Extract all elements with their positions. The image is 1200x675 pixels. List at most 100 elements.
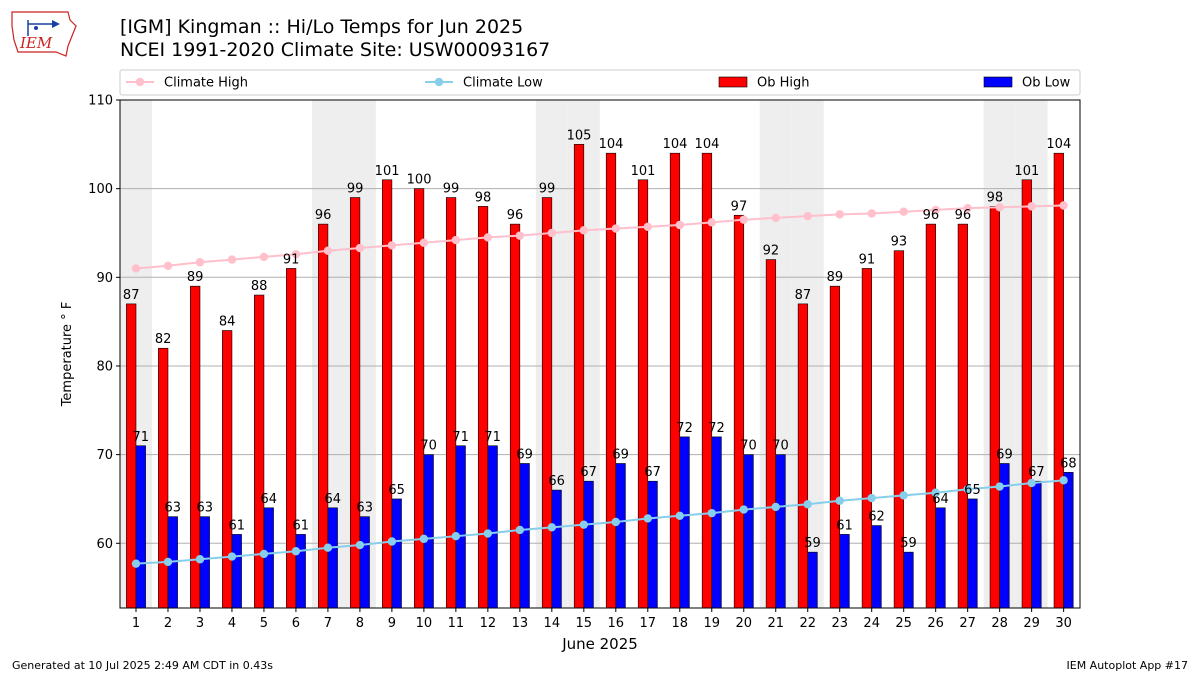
climate-low-point-day-5 — [259, 549, 269, 559]
climate-high-point-day-19 — [707, 218, 716, 227]
ob-high-value-label: 101 — [631, 164, 656, 179]
climate-high-point-day-4 — [227, 255, 237, 264]
ob-low-value-label: 69 — [996, 447, 1013, 462]
climate-low-point-day-9 — [387, 537, 397, 546]
climate-high-point-day-27 — [963, 203, 972, 213]
legend-marker-climate-low — [434, 77, 444, 87]
ob-high-bar-day-22 — [797, 303, 809, 609]
legend: Climate High Climate Low Ob High Ob Low — [119, 69, 1081, 96]
ob-low-bar-day-10 — [423, 454, 434, 609]
ob-high-bar-day-2 — [158, 347, 169, 609]
climate-low-point-day-3 — [195, 555, 205, 564]
y-tick-label: 100 — [88, 182, 113, 197]
y-tick-label: 80 — [96, 359, 113, 374]
ob-high-value-label: 99 — [347, 182, 364, 197]
ob-high-value-label: 96 — [955, 208, 972, 223]
climate-high-point-day-17 — [643, 222, 652, 231]
climate-high-point-day-10 — [419, 238, 429, 247]
climate-low-point-day-27 — [963, 485, 972, 494]
ob-low-bar-day-4 — [231, 534, 242, 609]
ob-high-bar-day-24 — [861, 268, 872, 609]
ob-low-bar-day-13 — [519, 463, 530, 609]
climate-high-point-day-2 — [163, 261, 173, 270]
ob-low-value-label: 65 — [388, 483, 405, 498]
climate-low-point-day-7 — [323, 543, 333, 552]
climate-low-point-day-23 — [835, 496, 844, 505]
climate-high-point-day-9 — [387, 241, 397, 250]
ob-high-value-label: 100 — [407, 173, 432, 188]
climate-high-point-day-20 — [739, 215, 748, 224]
ob-high-bar-day-4 — [222, 330, 233, 609]
ob-high-bar-day-13 — [509, 223, 521, 609]
app-credit: IEM Autoplot App #17 — [1066, 659, 1189, 672]
x-tick-label: 9 — [388, 616, 396, 631]
climate-high-point-day-18 — [675, 220, 684, 230]
climate-low-point-day-22 — [803, 500, 812, 509]
x-tick-label: 13 — [512, 616, 529, 631]
x-tick-label: 18 — [672, 616, 689, 631]
ob-low-bar-day-21 — [775, 454, 786, 609]
ob-low-value-label: 67 — [644, 465, 661, 480]
ob-high-bar-day-30 — [1053, 152, 1064, 609]
chart-subtitle: NCEI 1991-2020 Climate Site: USW00093167 — [120, 39, 551, 61]
ob-low-value-label: 67 — [1028, 465, 1045, 480]
ob-low-bar-day-20 — [743, 454, 754, 609]
legend-label-ob-high: Ob High — [757, 76, 810, 91]
climate-low-point-day-6 — [291, 547, 301, 556]
x-tick-label: 30 — [1055, 616, 1072, 631]
ob-low-value-label: 69 — [516, 447, 533, 462]
ob-low-bar-day-23 — [839, 534, 850, 609]
climate-high-point-day-24 — [867, 209, 876, 218]
y-tick-label: 90 — [96, 271, 113, 286]
climate-high-point-day-21 — [771, 213, 780, 223]
plot-frame — [119, 99, 1081, 609]
ob-high-bar-day-21 — [765, 259, 777, 609]
climate-low-point-day-26 — [931, 488, 940, 497]
climate-high-point-day-7 — [323, 246, 333, 255]
climate-low-point-day-14 — [547, 523, 557, 532]
ob-low-value-label: 62 — [868, 510, 885, 525]
x-tick-label: 4 — [228, 616, 236, 631]
ob-high-value-label: 101 — [1014, 164, 1039, 179]
ob-low-value-label: 61 — [292, 518, 309, 533]
x-tick-label: 6 — [292, 616, 300, 631]
ob-high-value-label: 87 — [795, 288, 812, 303]
climate-low-point-day-15 — [579, 520, 589, 529]
x-axis-label: June 2025 — [561, 635, 638, 653]
ob-high-value-label: 98 — [475, 190, 492, 205]
ob-high-bar-day-11 — [445, 197, 457, 609]
climate-high-point-day-3 — [195, 258, 205, 267]
ob-high-bar-day-29 — [1021, 179, 1032, 609]
climate-high-point-day-6 — [291, 250, 301, 259]
climate-high-point-day-25 — [899, 207, 908, 216]
ob-high-bar-day-5 — [254, 294, 265, 609]
climate-high-point-day-1 — [131, 264, 141, 273]
ob-low-value-label: 59 — [900, 536, 917, 551]
ob-high-bar-day-17 — [637, 179, 649, 609]
ob-low-bar-day-7 — [327, 507, 338, 609]
climate-low-point-day-4 — [227, 552, 237, 561]
ob-low-bar-day-15 — [583, 480, 594, 609]
ob-low-value-label: 68 — [1060, 456, 1077, 471]
ob-low-value-label: 63 — [165, 501, 182, 516]
climate-high-point-day-15 — [579, 226, 589, 235]
climate-low-point-day-21 — [771, 502, 780, 512]
ob-high-value-label: 87 — [123, 288, 140, 303]
ob-low-value-label: 61 — [836, 518, 853, 533]
climate-high-point-day-8 — [355, 243, 365, 253]
ob-high-value-label: 101 — [375, 164, 400, 179]
y-tick-label: 110 — [88, 94, 113, 109]
ob-high-value-label: 89 — [827, 270, 844, 285]
bars — [126, 144, 1074, 609]
ob-low-bar-day-30 — [1063, 472, 1074, 609]
ob-high-value-label: 96 — [507, 208, 524, 223]
climate-high-point-day-29 — [1027, 202, 1036, 211]
x-tick-label: 20 — [735, 616, 752, 631]
ob-high-value-label: 91 — [283, 252, 300, 267]
ob-low-bar-day-16 — [615, 463, 626, 609]
ob-low-value-label: 71 — [452, 430, 469, 445]
ob-low-bar-day-12 — [487, 445, 498, 609]
y-tick-label: 70 — [96, 448, 113, 463]
ob-high-value-label: 92 — [763, 244, 780, 259]
